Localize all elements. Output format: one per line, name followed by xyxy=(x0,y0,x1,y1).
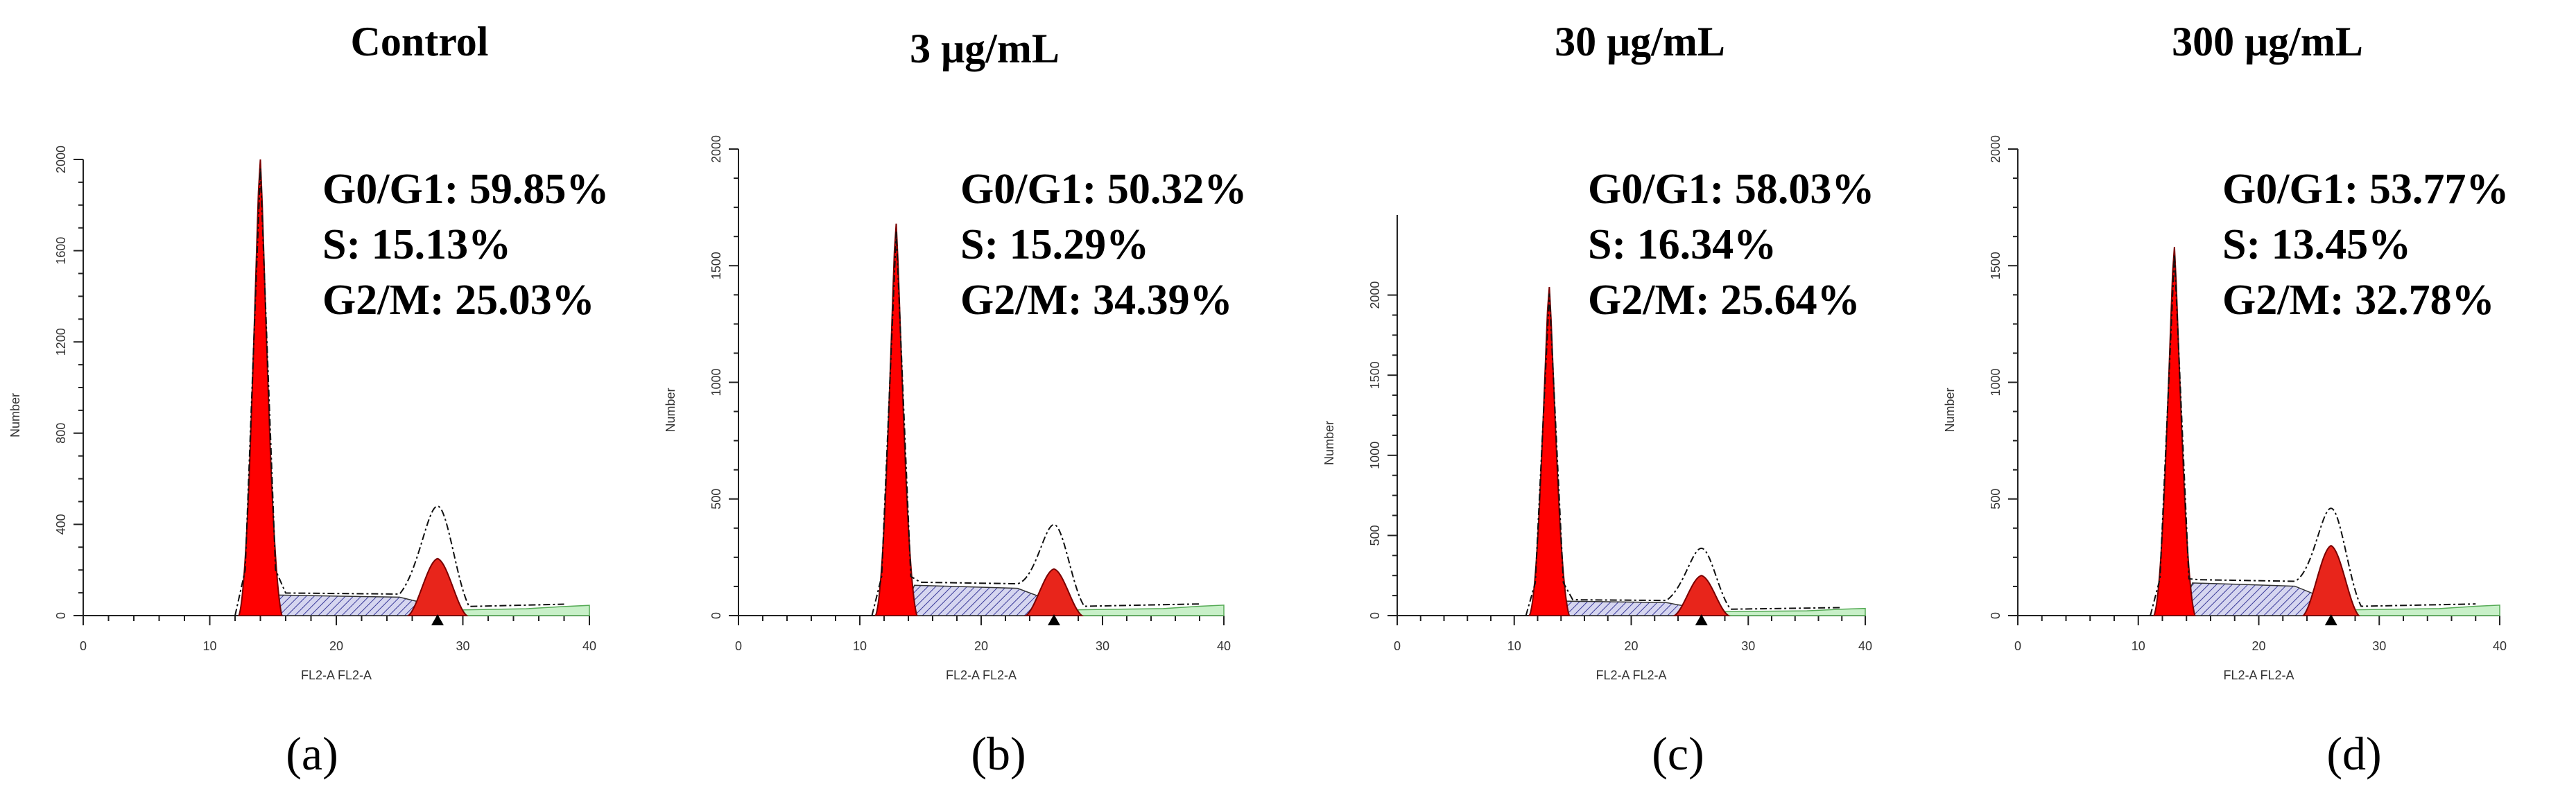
g2m-percentage: G2/M: 25.03% xyxy=(322,277,595,324)
y-axis-label: Number xyxy=(8,393,22,437)
x-tick-label: 30 xyxy=(456,639,469,653)
g2m-marker xyxy=(2324,614,2337,625)
y-tick-label: 1500 xyxy=(1989,252,2003,279)
g2m-peak xyxy=(1023,568,1084,616)
x-tick-label: 20 xyxy=(2251,639,2265,653)
g0g1-peak xyxy=(238,159,283,616)
y-tick-label: 0 xyxy=(709,612,723,619)
y-tick-label: 800 xyxy=(54,423,68,444)
s-phase-percentage: S: 15.29% xyxy=(960,221,1149,268)
g2m-marker xyxy=(431,614,444,625)
panel-caption: (d) xyxy=(2326,727,2381,780)
y-tick-label: 400 xyxy=(54,514,68,534)
g0g1-percentage: G0/G1: 59.85% xyxy=(322,166,609,213)
g0g1-percentage: G0/G1: 53.77% xyxy=(2222,166,2509,213)
x-tick-label: 10 xyxy=(1507,639,1521,653)
histogram-plot: 0 10 20 30 40 0 500 1000 1500 2000 xyxy=(709,135,1231,653)
panel-d: 300 μg/mL 0 10 20 30 40 0 500 1000 1500 2000 G0/G… xyxy=(1943,19,2509,780)
y-tick-label: 500 xyxy=(709,489,723,510)
x-tick-label: 10 xyxy=(2132,639,2145,653)
raw-data-envelope xyxy=(871,231,1200,616)
g2m-marker xyxy=(1695,614,1708,625)
x-tick-label: 30 xyxy=(1741,639,1755,653)
x-tick-label: 10 xyxy=(853,639,867,653)
y-tick-label: 1200 xyxy=(54,328,68,356)
x-axis-label: FL2-A FL2-A xyxy=(946,668,1017,682)
y-tick-label: 0 xyxy=(1989,612,2003,619)
g0g1-peak xyxy=(2152,247,2196,616)
raw-data-envelope xyxy=(2150,254,2476,616)
y-tick-label: 1500 xyxy=(709,252,723,279)
panel-caption: (c) xyxy=(1652,727,1704,780)
g2m-peak xyxy=(406,557,469,616)
raw-data-envelope xyxy=(234,168,564,616)
debris-area xyxy=(2354,605,2500,616)
y-tick-label: 0 xyxy=(1368,612,1382,619)
y-tick-label: 1600 xyxy=(54,237,68,265)
g0g1-percentage: G0/G1: 58.03% xyxy=(1588,166,1874,213)
histogram-plot: 0 10 20 30 40 0 500 1000 1500 2000 xyxy=(1989,135,2507,653)
x-tick-label: 30 xyxy=(2372,639,2386,653)
panel-b: 3 μg/mL 0 10 20 30 40 0 500 1000 1500 2000 G0/G1:… xyxy=(664,26,1247,780)
s-phase-percentage: S: 15.13% xyxy=(322,221,511,268)
x-tick-label: 40 xyxy=(582,639,596,653)
s-phase-percentage: S: 16.34% xyxy=(1588,221,1777,268)
y-tick-label: 2000 xyxy=(709,135,723,163)
panel-title: Control xyxy=(351,19,489,64)
g2m-percentage: G2/M: 25.64% xyxy=(1588,277,1860,324)
s-phase-percentage: S: 13.45% xyxy=(2222,221,2411,268)
y-axis-label: Number xyxy=(664,388,677,432)
y-tick-label: 2000 xyxy=(1989,135,2003,163)
x-tick-label: 40 xyxy=(1858,639,1872,653)
y-tick-label: 2000 xyxy=(1368,281,1382,309)
x-axis-label: FL2-A FL2-A xyxy=(2223,668,2294,682)
y-axis-label: Number xyxy=(1943,388,1957,432)
x-tick-label: 20 xyxy=(1624,639,1638,653)
x-axis-label: FL2-A FL2-A xyxy=(301,668,372,682)
x-axis-label: FL2-A FL2-A xyxy=(1596,668,1666,682)
debris-area xyxy=(1078,605,1225,616)
g2m-peak xyxy=(1672,575,1731,616)
panel-title: 30 μg/mL xyxy=(1555,19,1725,64)
y-tick-label: 1000 xyxy=(1368,442,1382,469)
g2m-percentage: G2/M: 32.78% xyxy=(2222,277,2495,324)
x-tick-label: 0 xyxy=(1394,639,1401,653)
panel-title: 3 μg/mL xyxy=(910,26,1060,71)
raw-data-envelope xyxy=(1525,293,1842,616)
x-tick-label: 0 xyxy=(2014,639,2021,653)
y-tick-label: 1500 xyxy=(1368,361,1382,389)
y-tick-label: 1000 xyxy=(1989,368,2003,396)
panel-caption: (a) xyxy=(286,727,338,780)
histogram-plot: 0 10 20 30 40 0 500 1000 1500 2000 xyxy=(1368,215,1872,653)
y-tick-label: 500 xyxy=(1368,525,1382,546)
y-tick-label: 500 xyxy=(1989,489,2003,510)
y-tick-label: 0 xyxy=(54,612,68,619)
x-tick-label: 10 xyxy=(202,639,216,653)
x-tick-label: 20 xyxy=(974,639,988,653)
panel-c: 30 μg/mL 0 10 20 30 40 0 500 1000 1500 2000 G0/G1… xyxy=(1322,19,1874,780)
x-tick-label: 40 xyxy=(2493,639,2507,653)
panel-title: 300 μg/mL xyxy=(2172,19,2363,64)
x-tick-label: 40 xyxy=(1217,639,1231,653)
x-tick-label: 20 xyxy=(329,639,343,653)
g0g1-peak xyxy=(874,223,918,616)
panel-caption: (b) xyxy=(971,727,1026,780)
y-tick-label: 1000 xyxy=(709,368,723,396)
g2m-percentage: G2/M: 34.39% xyxy=(960,277,1233,324)
debris-area xyxy=(462,605,590,616)
x-tick-label: 0 xyxy=(80,639,87,653)
x-tick-label: 0 xyxy=(735,639,742,653)
g2m-marker xyxy=(1048,614,1060,625)
y-axis-label: Number xyxy=(1322,421,1336,465)
x-tick-label: 30 xyxy=(1096,639,1109,653)
g2m-peak xyxy=(2301,544,2360,616)
y-tick-label: 2000 xyxy=(54,146,68,173)
g0g1-percentage: G0/G1: 50.32% xyxy=(960,166,1247,213)
